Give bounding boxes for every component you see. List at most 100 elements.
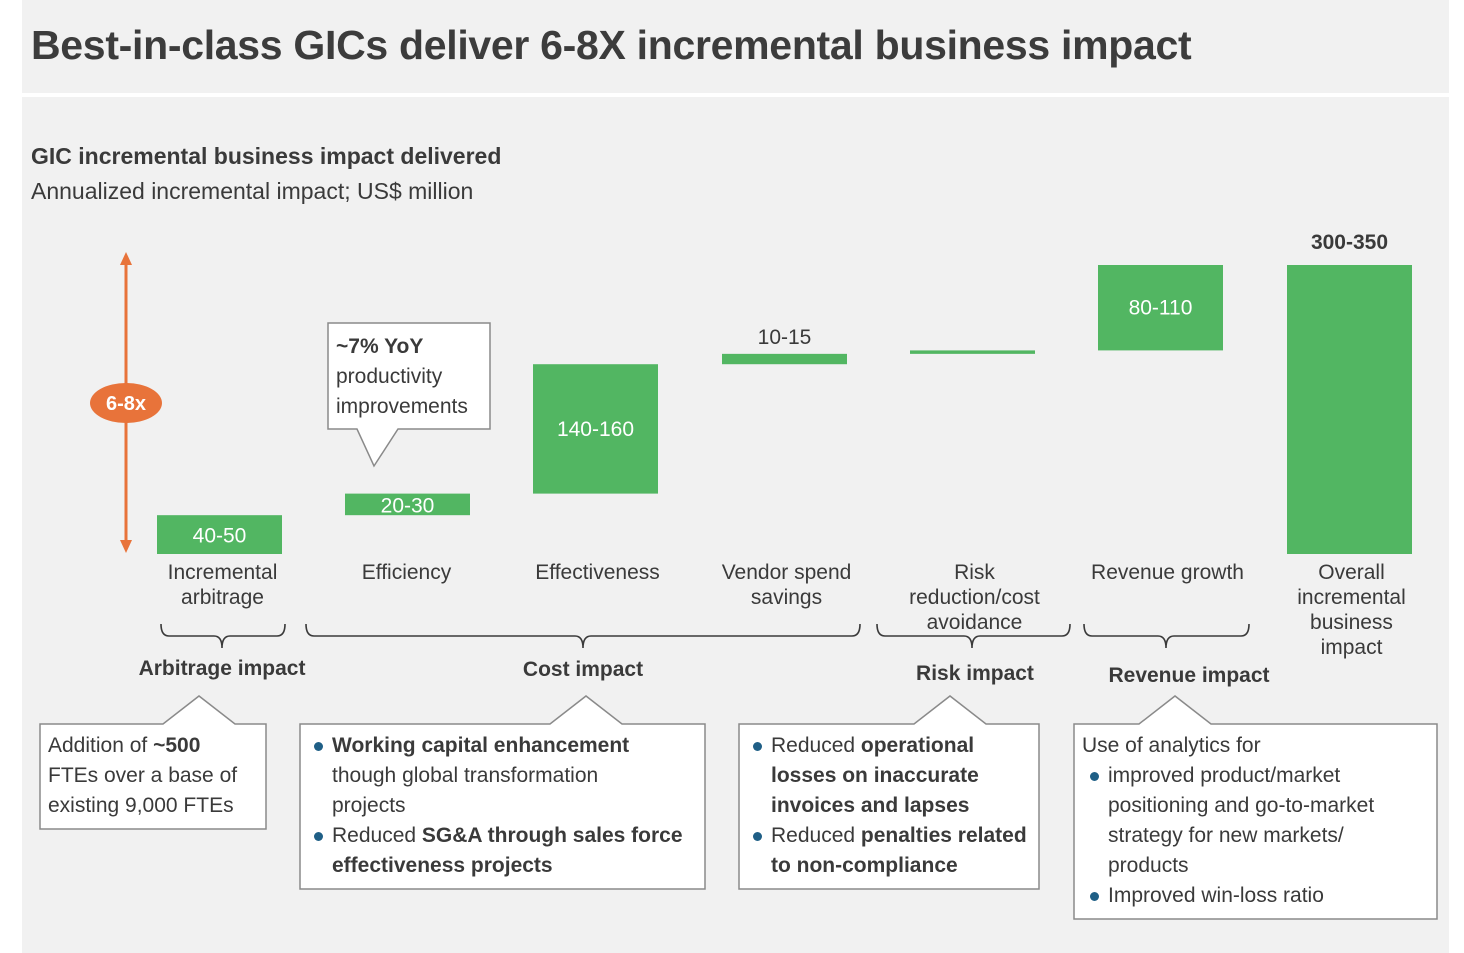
brace-cost bbox=[305, 623, 861, 649]
brace-revenue bbox=[1083, 623, 1250, 649]
group-box-text-3: Reduced operational losses on inaccurate i… bbox=[745, 731, 1035, 881]
bullet-dot-icon bbox=[1090, 892, 1099, 901]
category-label: avoidance bbox=[927, 611, 1023, 634]
box-text-run: Reduced bbox=[771, 824, 861, 847]
box-line: effectiveness projects bbox=[332, 851, 701, 881]
bullet-item: Reduced SG&A through sales force effectiv… bbox=[306, 821, 701, 881]
header-band bbox=[22, 0, 1449, 93]
page-title: Best-in-class GICs deliver 6-8X incremen… bbox=[31, 22, 1192, 68]
arrow-down-head bbox=[120, 540, 132, 553]
box-line: Addition of ~500 bbox=[48, 731, 263, 761]
box-line: losses on inaccurate bbox=[771, 761, 1035, 791]
category-label: Revenue growth bbox=[1091, 561, 1244, 584]
chart-subtitle: Annualized incremental impact; US$ milli… bbox=[31, 178, 474, 204]
bullet-dot-icon bbox=[753, 832, 762, 841]
group-box-1 bbox=[39, 695, 267, 830]
group-label-1: Arbitrage impact bbox=[139, 657, 306, 680]
box-text-run: penalties related bbox=[860, 824, 1027, 847]
box-line: to non-compliance bbox=[771, 851, 1035, 881]
group-braces-layer: Arbitrage impact Cost impact Risk impact Re… bbox=[139, 623, 1270, 687]
group-boxes-layer bbox=[39, 695, 1438, 920]
box-text-run: effectiveness projects bbox=[332, 854, 553, 877]
box-line: Improved win-loss ratio bbox=[1108, 881, 1432, 911]
group-box-3 bbox=[738, 695, 1040, 890]
bullet-item: Reduced penalties related to non-complian… bbox=[745, 821, 1035, 881]
bar-3 bbox=[533, 364, 658, 494]
category-label: Risk bbox=[954, 561, 995, 584]
box-text-run: Working capital enhancement bbox=[332, 734, 630, 757]
category-label: impact bbox=[1321, 636, 1383, 659]
box-text-run: products bbox=[1108, 854, 1189, 877]
group-label-2: Cost impact bbox=[523, 658, 643, 681]
value-label-2: 20-30 bbox=[381, 494, 435, 517]
value-label-7: 300-350 bbox=[1311, 231, 1388, 254]
group-box-text-4: Use of analytics for improved product/mar… bbox=[1082, 731, 1432, 911]
box-text-run: FTEs over a base of bbox=[48, 764, 238, 787]
box-text-run: though global transformation bbox=[332, 764, 599, 787]
box-line: Reduced penalties related bbox=[771, 821, 1035, 851]
header-divider bbox=[22, 93, 1449, 97]
category-label: Vendor spend bbox=[722, 561, 852, 584]
category-label: Efficiency bbox=[362, 561, 452, 584]
box-text-run: invoices and lapses bbox=[771, 794, 970, 817]
value-label-1: 40-50 bbox=[193, 525, 247, 548]
box-line: invoices and lapses bbox=[771, 791, 1035, 821]
box-line: FTEs over a base of bbox=[48, 761, 263, 791]
box-line: strategy for new markets/ bbox=[1108, 821, 1432, 851]
box-line: improved product/market bbox=[1108, 761, 1432, 791]
box-text-run: positioning and go-to-market bbox=[1108, 794, 1375, 817]
box-line: positioning and go-to-market bbox=[1108, 791, 1432, 821]
brace-risk bbox=[876, 623, 1071, 649]
value-label-3: 140-160 bbox=[557, 418, 634, 441]
box-text-run: ~500 bbox=[153, 734, 201, 757]
group-box-text-1: Addition of ~500 FTEs over a base of exist… bbox=[48, 731, 263, 821]
callout-text: improvements bbox=[336, 395, 468, 418]
bullet-item: Reduced operational losses on inaccurate i… bbox=[745, 731, 1035, 821]
bullet-item: improved product/market positioning and g… bbox=[1082, 761, 1432, 881]
box-line: Working capital enhancement bbox=[332, 731, 701, 761]
group-label-4: Revenue impact bbox=[1108, 664, 1269, 687]
arrow-up-head bbox=[120, 252, 132, 265]
brace-arbitrage bbox=[160, 623, 286, 649]
bullet-item: Working capital enhancement though global… bbox=[306, 731, 701, 821]
value-label-6: 80-110 bbox=[1129, 297, 1193, 320]
bullet-dot-icon bbox=[314, 832, 323, 841]
bar-6 bbox=[1098, 265, 1223, 351]
multiplier-badge-label: 6-8x bbox=[106, 393, 146, 415]
category-label: business bbox=[1310, 611, 1393, 634]
chart-title: GIC incremental business impact delivere… bbox=[31, 143, 502, 169]
box-text-run: improved product/market bbox=[1108, 764, 1341, 787]
box-text-run: strategy for new markets/ bbox=[1108, 824, 1344, 847]
callout-text: productivity bbox=[336, 365, 443, 388]
multiplier-badge bbox=[90, 383, 162, 423]
box-line: projects bbox=[332, 791, 701, 821]
efficiency-callout: ~7% YoY productivity improvements bbox=[327, 322, 491, 468]
box-line: Reduced SG&A through sales force bbox=[332, 821, 701, 851]
box-line: products bbox=[1108, 851, 1432, 881]
bar-5 bbox=[910, 350, 1035, 354]
box-text-run: Improved win-loss ratio bbox=[1108, 884, 1324, 907]
box-line: Reduced operational bbox=[771, 731, 1035, 761]
box-text-run: Reduced bbox=[771, 734, 861, 757]
box-intro: Use of analytics for bbox=[1082, 734, 1261, 757]
bullet-dot-icon bbox=[1090, 772, 1099, 781]
category-label: arbitrage bbox=[181, 586, 264, 609]
group-box-text-2: Working capital enhancement though global… bbox=[306, 731, 701, 881]
callout-bubble bbox=[327, 322, 491, 468]
group-label-3: Risk impact bbox=[916, 662, 1034, 685]
bullet-dot-icon bbox=[314, 742, 323, 751]
box-line: though global transformation bbox=[332, 761, 701, 791]
category-label: Effectiveness bbox=[535, 561, 660, 584]
bullet-dot-icon bbox=[753, 742, 762, 751]
bar-7 bbox=[1287, 265, 1412, 554]
category-label: Incremental bbox=[168, 561, 278, 584]
bullet-item: Improved win-loss ratio bbox=[1082, 881, 1432, 911]
box-text-run: to non-compliance bbox=[771, 854, 958, 877]
box-text-run: SG&A through sales force bbox=[421, 824, 683, 847]
box-text-run: existing 9,000 FTEs bbox=[48, 794, 234, 817]
box-text-run: operational bbox=[860, 734, 975, 757]
group-box-4 bbox=[1073, 695, 1438, 920]
bar-2 bbox=[345, 493, 470, 516]
value-labels-layer: 40-50 20-30 140-160 10-15 80-110 300-350 bbox=[193, 231, 1388, 548]
